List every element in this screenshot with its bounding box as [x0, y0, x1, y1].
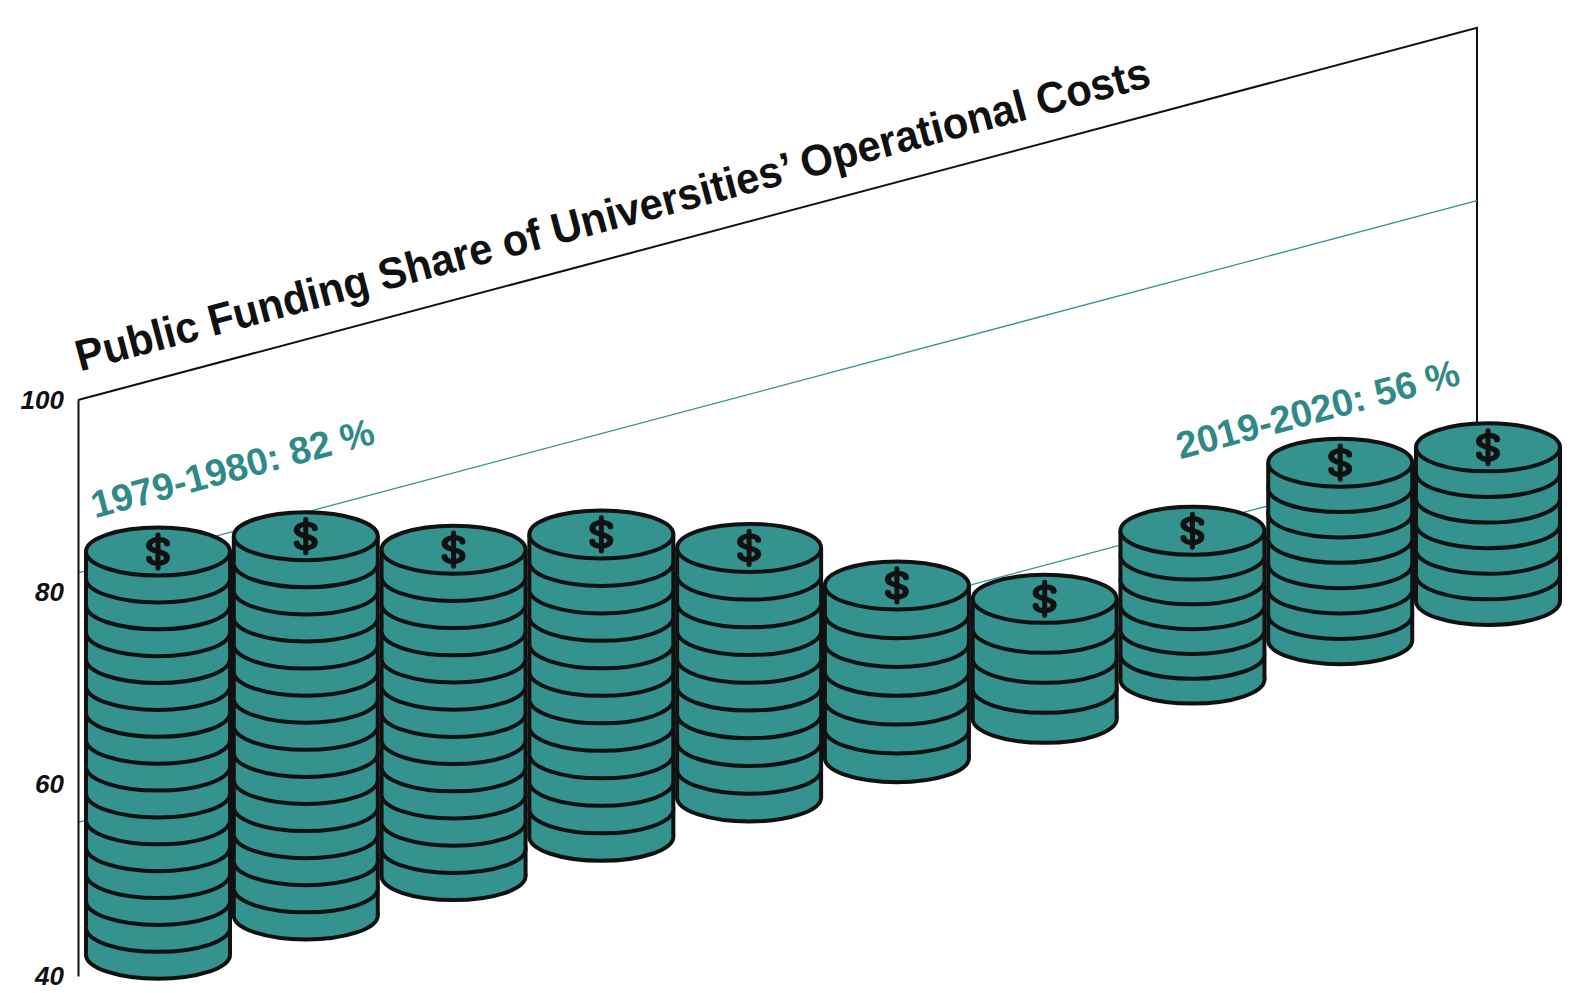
- y-axis: 40 60 80 100: [21, 385, 79, 991]
- coin-stack: [86, 528, 230, 979]
- coin-top: [1268, 439, 1412, 487]
- stacks: [86, 423, 1560, 978]
- dollar-icon: [1331, 446, 1349, 480]
- coin-stack: [677, 524, 821, 822]
- dollar-icon: [445, 533, 463, 567]
- coin-stack: [1268, 439, 1412, 665]
- coin-top: [1416, 423, 1560, 471]
- reference-line: [78, 201, 1477, 573]
- coin-stack: [1120, 507, 1264, 704]
- y-tick-label: 40: [34, 961, 64, 991]
- annotation: 2019-2020: 56 %: [1171, 351, 1464, 467]
- coin-stack: [234, 512, 378, 939]
- dollar-icon: [297, 519, 315, 553]
- coin-stack: [529, 510, 673, 860]
- dollar-bar: [1486, 430, 1491, 464]
- dollar-bar: [1338, 446, 1343, 480]
- y-tick-label: 80: [35, 577, 64, 607]
- y-axis-line: [78, 401, 80, 977]
- coin-top: [973, 575, 1117, 623]
- coin-stack: [382, 526, 526, 900]
- chart-title: Public Funding Share of Universities’ Op…: [70, 47, 1155, 380]
- coin-stack: [1416, 423, 1560, 625]
- dollar-bar: [1190, 514, 1195, 548]
- coin-top: [382, 526, 526, 574]
- dollar-icon: [1036, 582, 1054, 616]
- dollar-icon: [149, 535, 167, 569]
- y-tick-label: 60: [35, 769, 64, 799]
- dollar-bar: [303, 519, 308, 553]
- y-tick: 100: [21, 385, 78, 415]
- dollar-bar: [894, 568, 899, 602]
- y-tick: 80: [35, 577, 78, 607]
- dollar-icon: [888, 568, 906, 602]
- dollar-bar: [156, 535, 161, 569]
- dollar-icon: [1183, 514, 1201, 548]
- coin-top: [677, 524, 821, 572]
- coin-stack: [973, 575, 1117, 743]
- chart: 40 60 80 100Public Funding Share of Univers…: [0, 0, 1571, 993]
- y-tick-label: 100: [21, 385, 65, 415]
- annotation: 1979-1980: 82 %: [86, 410, 379, 526]
- dollar-icon: [592, 517, 610, 551]
- y-tick: 40: [34, 961, 78, 991]
- coin-top: [529, 510, 673, 558]
- dollar-bar: [747, 531, 752, 565]
- coin-top: [234, 512, 378, 560]
- coin-top: [825, 561, 969, 609]
- dollar-icon: [1479, 430, 1497, 464]
- coin-top: [1120, 507, 1264, 555]
- dollar-bar: [599, 517, 604, 551]
- dollar-icon: [740, 531, 758, 565]
- y-tick: 60: [35, 769, 78, 799]
- dollar-bar: [1042, 582, 1047, 616]
- coin-stack: [825, 561, 969, 782]
- coin-top: [86, 528, 230, 576]
- dollar-bar: [451, 533, 456, 567]
- reference-line: [78, 450, 1477, 822]
